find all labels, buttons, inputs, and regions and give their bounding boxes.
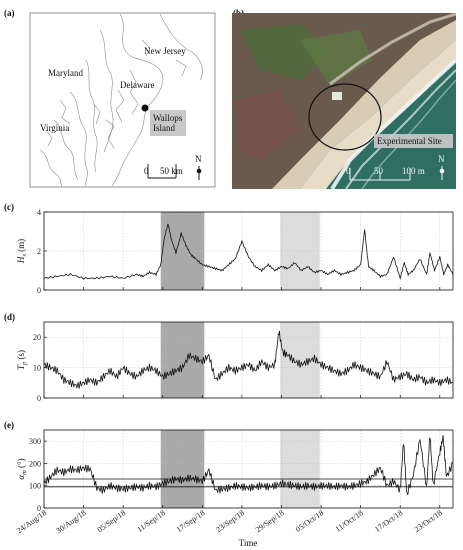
label-maryland: Maryland: [48, 68, 83, 78]
series-line: [44, 435, 453, 496]
experimental-site-label-box: [374, 134, 453, 148]
map-a-scale-bar: [147, 164, 177, 179]
north-b-label: N: [438, 154, 445, 164]
scale-a-tick-0: 0: [144, 166, 149, 176]
y-tick-label: 0: [37, 286, 41, 295]
y-tick-label: 4: [37, 208, 41, 217]
x-tick-label: 17/Sep/18: [175, 508, 207, 534]
experimental-site-circle: [308, 83, 382, 151]
panel-a-label: (a): [4, 8, 15, 18]
storm-period-1: [160, 322, 205, 398]
x-tick-label: 24/Aug/18: [15, 508, 48, 535]
x-tick-label: 05/Sep/18: [96, 508, 128, 534]
wallops-label-box: [150, 110, 186, 136]
scale-b-tick-0: 0: [346, 166, 351, 176]
y-tick-label: 300: [29, 437, 41, 446]
x-tick-label: 17/Oct/18: [373, 508, 404, 534]
x-tick-label: 29/Sep/18: [254, 508, 286, 534]
storm-period-1: [160, 430, 205, 508]
y-axis-label: Tp (s): [16, 350, 28, 370]
plot-frame: [43, 429, 454, 509]
panel-e-label: (e): [4, 420, 14, 430]
coastline-map: [39, 13, 203, 187]
label-delaware: Delaware: [120, 80, 154, 90]
north-arrow-icon: [196, 166, 202, 180]
north-a-label: N: [195, 154, 202, 164]
series-line: [44, 330, 453, 389]
x-tick-label: 05/Oct/18: [294, 508, 325, 534]
y-axis-label: Hs (m): [16, 239, 28, 264]
x-tick-label: 23/Sep/18: [214, 508, 246, 534]
x-tick-label: 30/Aug/18: [55, 508, 88, 535]
north-arrow-b-icon: [439, 166, 445, 180]
chart-alpha: 0 100 200 300 αm (°) 24/Aug/18 30/Aug/18 05/Sep…: [15, 429, 454, 535]
y-tick-label: 10: [33, 364, 41, 373]
panel-a: (a) New Jersey Maryland Delaware Virgini…: [4, 8, 216, 188]
label-wallops: Wallops Island: [153, 113, 183, 133]
label-new-jersey: New Jersey: [144, 46, 186, 56]
y-axis-label: αm (°): [16, 458, 28, 479]
experimental-site-label: Experimental Site: [377, 136, 442, 146]
y-tick-label: 200: [29, 459, 41, 468]
aerial-photo: [232, 12, 458, 191]
scale-a-tick-1: 50 km: [160, 166, 183, 176]
y-tick-label: 2: [37, 247, 41, 256]
x-tick-label: 11/Sep/18: [135, 508, 167, 534]
scale-b-tick-1: 50: [374, 166, 384, 176]
map-b-scale-bar: [349, 168, 411, 181]
chart-hs: 0 2 4 Hs (m): [16, 208, 454, 295]
x-tick-label: 11/Oct/18: [334, 508, 365, 534]
panel-d-label: (d): [4, 312, 15, 322]
plot-frame: [43, 321, 454, 399]
scale-b-tick-2: 100 m: [402, 166, 425, 176]
time-axis-label: Time: [239, 538, 258, 548]
series-line: [44, 223, 453, 280]
wallops-site-marker: [141, 104, 149, 112]
panel-b: (b) Experimental Site: [232, 8, 458, 191]
y-tick-label: 0: [37, 504, 41, 513]
x-tick-label: 23/Oct/18: [413, 508, 444, 534]
storm-period-2: [280, 430, 320, 508]
label-virginia: Virginia: [40, 123, 69, 133]
chart-tp: 0 10 20 Tp (s): [16, 321, 454, 403]
y-tick-label: 100: [29, 482, 41, 491]
panel-c-label: (c): [4, 202, 14, 212]
y-tick-label: 0: [37, 394, 41, 403]
y-tick-label: 20: [33, 333, 41, 342]
